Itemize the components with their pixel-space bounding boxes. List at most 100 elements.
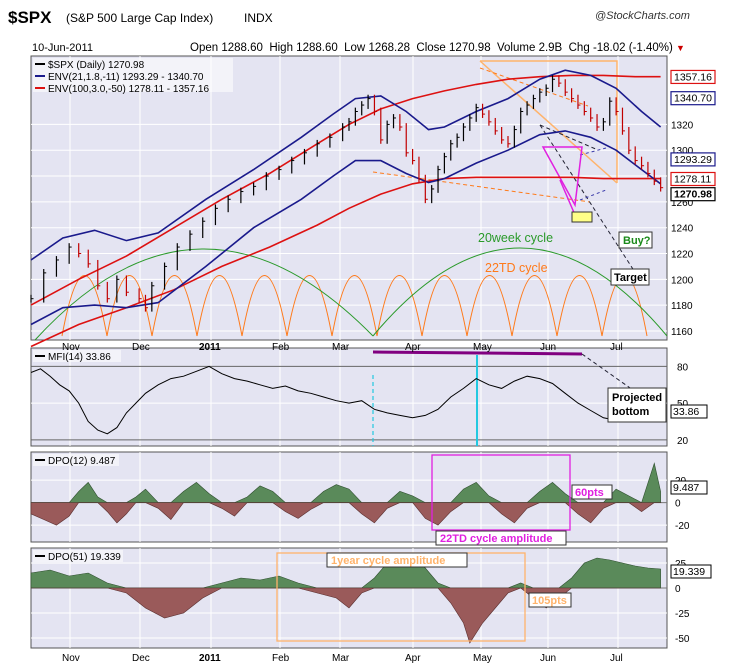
x-axis-tick-label: 2011 bbox=[199, 653, 221, 664]
dpo51-amplitude-label-box bbox=[326, 552, 468, 568]
cycle-20w-label: 20week cycle bbox=[478, 231, 553, 245]
x-axis-tick-label: Nov bbox=[62, 342, 80, 353]
upper-trend-projection bbox=[479, 67, 589, 107]
high-label: High bbox=[269, 42, 293, 54]
mfi-tick-label: 20 bbox=[677, 436, 689, 447]
dpo51-pts-box bbox=[528, 592, 572, 608]
dpo51-tick-label: -50 bbox=[675, 634, 690, 645]
cycle-22td-arc bbox=[241, 275, 288, 337]
chg-value: -18.02 (-1.40%) bbox=[592, 42, 673, 54]
cycle-22td-arc bbox=[196, 275, 243, 337]
x-axis-tick-label: Jul bbox=[610, 653, 623, 664]
price-legend-entry: ENV(21,1.8,-11) 1293.29 - 1340.70 bbox=[48, 72, 204, 83]
cycle-22td-arc bbox=[376, 275, 423, 337]
lower-trend-projection bbox=[372, 171, 591, 203]
env21-lower-line bbox=[30, 130, 662, 326]
volume-value: 2.9B bbox=[538, 42, 563, 54]
low-value: 1268.28 bbox=[368, 42, 411, 54]
cycle-22td-arc bbox=[556, 275, 603, 337]
close-value: 1270.98 bbox=[449, 42, 491, 54]
dpo12-pts-box bbox=[571, 484, 613, 500]
open-value: 1288.60 bbox=[221, 42, 263, 54]
chg-down-icon: ▼ bbox=[676, 43, 685, 53]
price-tick-label: 1320 bbox=[671, 120, 694, 131]
mfi-value-tag-box bbox=[670, 404, 708, 419]
cycle-22td-arc bbox=[151, 275, 198, 337]
cycle-20w-arc bbox=[372, 247, 668, 337]
price-tag-box bbox=[670, 69, 716, 85]
ohlc-line: Open 1288.60 High 1288.60 Low 1268.28 Cl… bbox=[190, 42, 685, 54]
price-legend-bg bbox=[33, 58, 233, 92]
dpo51-pts-label: 105pts bbox=[532, 595, 567, 607]
price-tag-box bbox=[670, 152, 716, 167]
cycle-projection-diagonal bbox=[479, 60, 618, 184]
cycle-22td-label: 22TD cycle bbox=[485, 261, 548, 275]
buy-label-box bbox=[618, 231, 653, 249]
mfi-legend-entry: MFI(14) 33.86 bbox=[48, 352, 111, 363]
low-label: Low bbox=[344, 42, 366, 54]
env100-upper-line bbox=[30, 74, 661, 306]
symbol-title: $SPX bbox=[8, 8, 52, 27]
dpo12-legend-bg bbox=[33, 454, 119, 466]
dpo12-pts-label: 60pts bbox=[575, 487, 604, 499]
price-tick-label: 1300 bbox=[671, 146, 694, 157]
projected-bottom-box bbox=[607, 387, 667, 423]
x-axis-tick-label: Dec bbox=[132, 342, 150, 353]
price-tag: 1270.98 bbox=[674, 189, 712, 201]
x-axis-tick-label: Feb bbox=[272, 342, 290, 353]
env100-lower-line bbox=[30, 176, 661, 348]
x-axis-tick-label: 2011 bbox=[199, 342, 221, 353]
dpo12-value-tag-box bbox=[670, 480, 708, 495]
x-axis-tick-label: Jul bbox=[610, 342, 623, 353]
dpo51-amplitude-label: 1year cycle amplitude bbox=[331, 555, 445, 567]
x-axis-tick-label: Apr bbox=[405, 653, 421, 664]
price-tick-label: 1260 bbox=[671, 198, 694, 209]
dpo12-tick-label: -20 bbox=[675, 521, 690, 532]
dpo12-amplitude-box bbox=[431, 454, 571, 531]
price-tick-label: 1180 bbox=[671, 301, 693, 312]
env-projection-line bbox=[579, 189, 607, 201]
price-tag: 1340.70 bbox=[674, 93, 712, 105]
chg-label: Chg bbox=[568, 42, 590, 54]
price-tag: 1278.11 bbox=[674, 173, 711, 185]
cycle-22td-arc bbox=[331, 275, 378, 337]
cycle-projection-box bbox=[480, 60, 618, 183]
dpo12-amplitude-label-box bbox=[435, 530, 567, 546]
magenta-triangle bbox=[541, 146, 583, 208]
cycle-22td-arc bbox=[511, 275, 558, 337]
price-legend-entry: ENV(100,3.0,-50) 1278.11 - 1357.16 bbox=[48, 84, 209, 95]
price-legend-entry: $SPX (Daily) 1270.98 bbox=[48, 60, 145, 71]
projected-bottom-label: bottom bbox=[612, 406, 649, 418]
dpo12-amplitude-label: 22TD cycle amplitude bbox=[440, 533, 553, 545]
dpo12-negative-area bbox=[30, 502, 662, 526]
dpo51-legend-entry: DPO(51) 19.339 bbox=[48, 552, 121, 563]
projected-bottom-label: Projected bbox=[612, 392, 662, 404]
dpo51-value-tag: 19.339 bbox=[673, 566, 705, 578]
x-axis-tick-label: Mar bbox=[332, 653, 350, 664]
x-axis-tick-label: Mar bbox=[332, 342, 350, 353]
dpo12-tick-label: 0 bbox=[675, 499, 681, 510]
mfi-line bbox=[30, 365, 661, 435]
close-label: Close bbox=[416, 42, 446, 54]
date-label: 10-Jun-2011 bbox=[32, 42, 93, 54]
cycle-22td-arc bbox=[61, 275, 108, 337]
cycle-22td-arc bbox=[466, 275, 513, 337]
x-axis-tick-label: Apr bbox=[405, 342, 421, 353]
dpo51-value-tag-box bbox=[670, 564, 712, 579]
high-value: 1288.60 bbox=[296, 42, 338, 54]
open-label: Open bbox=[190, 42, 219, 54]
target-label-box bbox=[610, 268, 650, 286]
dpo51-legend-bg bbox=[33, 550, 123, 562]
x-axis-tick-label: May bbox=[473, 342, 492, 353]
target-label: Target bbox=[614, 272, 647, 284]
panel-2-background bbox=[30, 347, 668, 447]
env21-upper-line bbox=[30, 69, 662, 261]
mfi-trendline bbox=[372, 350, 583, 356]
mfi-tick-label: 80 bbox=[677, 362, 689, 373]
cycle-22td-arc bbox=[106, 275, 153, 337]
price-tick-label: 1240 bbox=[671, 224, 694, 235]
x-axis-tick-label: Jun bbox=[540, 342, 556, 353]
cycle-22td-arc bbox=[421, 275, 468, 337]
